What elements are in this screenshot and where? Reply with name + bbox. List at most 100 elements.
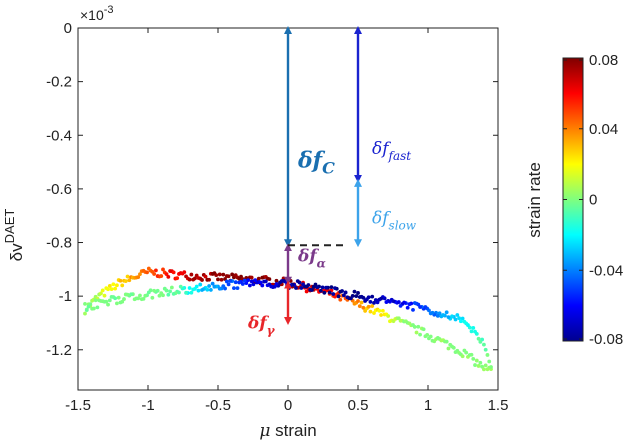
- data-point: [214, 273, 219, 278]
- data-point: [168, 289, 173, 294]
- data-point: [373, 298, 378, 302]
- data-point: [444, 310, 449, 315]
- data-point: [216, 277, 220, 282]
- y-tick-label: -0.4: [46, 127, 72, 144]
- data-point: [278, 280, 282, 285]
- data-point: [482, 342, 486, 347]
- data-point: [136, 275, 141, 280]
- data-point: [288, 279, 293, 283]
- y-tick-label: -0.2: [46, 74, 72, 91]
- x-axis-label: μ strain: [259, 421, 316, 441]
- data-point: [178, 284, 183, 289]
- colorbar-tick-label: -0.04: [589, 262, 623, 279]
- data-point: [361, 305, 366, 310]
- data-point: [464, 350, 469, 355]
- data-point: [256, 276, 261, 281]
- data-point: [414, 330, 419, 335]
- data-point: [210, 281, 215, 286]
- data-point: [242, 278, 247, 283]
- data-point: [90, 306, 94, 311]
- y-tick-label: -1: [59, 288, 72, 305]
- data-point: [487, 359, 492, 364]
- data-point: [460, 354, 465, 359]
- data-point: [476, 336, 481, 341]
- x-tick-label: -1.5: [65, 397, 91, 414]
- data-point: [474, 358, 479, 363]
- data-point: [485, 353, 490, 357]
- data-point: [380, 308, 385, 313]
- data-point: [356, 291, 360, 295]
- data-point: [106, 287, 110, 292]
- data-point: [187, 286, 192, 290]
- data-point: [219, 277, 224, 282]
- data-point: [162, 286, 167, 291]
- data-point: [125, 274, 130, 279]
- data-point: [469, 352, 474, 357]
- data-point: [372, 311, 376, 315]
- data-point: [196, 288, 201, 293]
- df-slow-label: δfslow: [372, 209, 417, 233]
- data-point: [99, 291, 103, 296]
- df-alpha-label: δfα: [297, 246, 326, 270]
- data-point: [154, 268, 158, 273]
- data-point: [118, 300, 123, 305]
- data-point: [315, 285, 320, 290]
- data-point: [122, 297, 126, 301]
- data-point: [111, 282, 116, 287]
- data-point: [207, 284, 212, 288]
- data-point: [405, 305, 410, 310]
- data-point: [226, 274, 231, 279]
- data-point: [253, 278, 258, 283]
- colorbar-label: strain rate: [525, 162, 544, 238]
- data-point: [455, 313, 460, 317]
- data-point: [262, 279, 266, 284]
- data-point: [324, 285, 329, 290]
- data-point: [139, 297, 144, 302]
- data-point: [412, 325, 417, 329]
- data-point: [299, 286, 304, 290]
- data-point: [372, 300, 376, 305]
- data-point: [138, 293, 142, 298]
- data-point: [478, 339, 483, 344]
- x-tick-label: -1: [141, 397, 154, 414]
- data-point: [157, 293, 162, 298]
- y-tick-label: -0.8: [46, 235, 72, 252]
- df-c-label: δfC: [297, 147, 335, 177]
- data-point: [428, 311, 433, 316]
- data-point: [145, 270, 149, 275]
- data-point: [123, 292, 128, 297]
- data-point: [363, 299, 368, 303]
- data-point: [412, 301, 417, 305]
- data-point: [439, 314, 444, 319]
- data-point: [226, 282, 231, 287]
- data-point: [107, 284, 112, 288]
- data-point: [138, 272, 142, 277]
- data-point: [249, 275, 254, 280]
- data-point: [169, 285, 174, 290]
- data-point: [267, 277, 272, 282]
- data-point: [341, 293, 346, 298]
- data-point: [473, 329, 477, 334]
- data-point: [86, 304, 91, 309]
- y-tick-label: -1.2: [46, 342, 72, 359]
- data-point: [107, 298, 112, 303]
- data-point: [471, 356, 476, 361]
- colorbar-tick-label: 0.04: [589, 121, 618, 138]
- annotations: δfC δffast δfslow δfα δfγ: [247, 26, 417, 337]
- data-point: [478, 360, 483, 365]
- data-point: [370, 294, 375, 299]
- data-point: [359, 300, 364, 305]
- data-point: [407, 302, 412, 307]
- data-point: [311, 284, 316, 289]
- data-point: [83, 311, 87, 316]
- data-point: [379, 313, 383, 317]
- data-point: [161, 267, 165, 272]
- scatter-points: [83, 266, 493, 372]
- data-point: [102, 293, 107, 298]
- data-point: [221, 272, 226, 277]
- data-point: [143, 293, 148, 298]
- data-point: [246, 278, 251, 282]
- data-point: [489, 365, 493, 369]
- data-point: [152, 272, 157, 276]
